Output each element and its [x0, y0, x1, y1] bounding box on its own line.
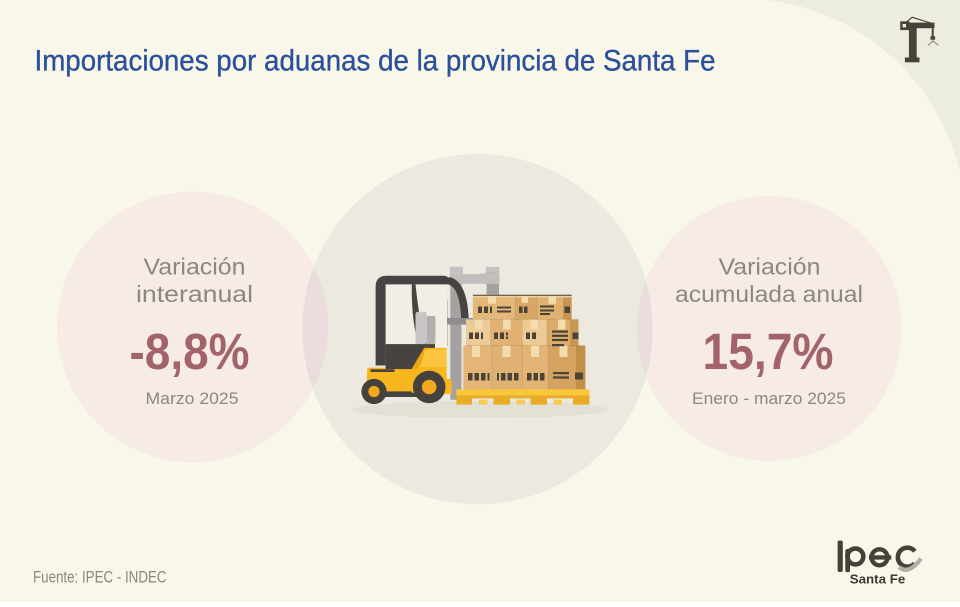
svg-text:Enero - marzo 2025: Enero - marzo 2025 — [692, 389, 846, 408]
svg-text:Marzo 2025: Marzo 2025 — [146, 389, 239, 408]
svg-text:Fuente: IPEC - INDEC: Fuente: IPEC - INDEC — [33, 568, 167, 587]
svg-text:15,7%: 15,7% — [703, 323, 834, 380]
svg-text:-8,8%: -8,8% — [130, 323, 250, 380]
svg-text:Importaciones por aduanas de l: Importaciones por aduanas de la provinci… — [35, 45, 716, 78]
svg-text:acumulada anual: acumulada anual — [675, 281, 863, 307]
svg-text:Variación: Variación — [144, 254, 246, 280]
svg-text:interanual: interanual — [136, 281, 253, 307]
svg-text:Santa Fe: Santa Fe — [850, 572, 906, 587]
svg-text:Variación: Variación — [719, 254, 821, 280]
